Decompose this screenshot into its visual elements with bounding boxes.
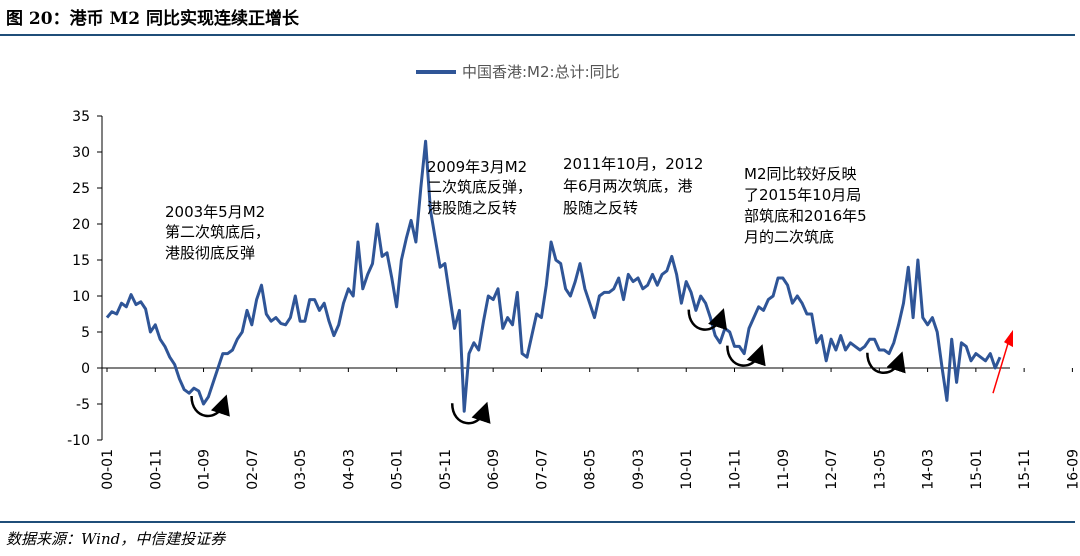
annotations: 2003年5月M2 第二次筑底后， 港股彻底反弹 2009年3月M2 二次筑底反… [165,155,872,262]
top-rule [0,34,1075,36]
x-tick-label: 06-09 [486,449,502,490]
y-tick-label: 5 [81,325,90,341]
series-group [105,139,1002,413]
figure-title: 图 20：港币 M2 同比实现连续正增长 [6,9,300,29]
trough-mark [190,394,230,418]
x-tick-label: 13-05 [872,449,888,490]
x-tick-label: 10-11 [728,449,744,490]
bottom-rule [0,521,1075,523]
x-tick-label: 00-01 [100,449,116,490]
x-tick-label: 00-11 [148,449,164,490]
y-tick-label: -5 [76,397,90,413]
annotation-2015-line2: 了2015年10月局 [744,186,861,204]
trough-marks [190,308,1013,425]
y-tick-label: 25 [72,181,90,197]
legend-label: 中国香港:M2:总计:同比 [462,63,620,81]
x-tick-label: 15-11 [1017,449,1033,490]
annotation-2011: 2011年10月，2012 年6月两次筑底，港 股随之反转 [563,155,708,217]
red-arrow-head [1004,329,1013,348]
y-tick-label: 15 [72,253,90,269]
trough-mark [866,351,906,375]
trough-mark [687,308,728,331]
annotation-2011-line2: 年6月两次筑底，港 [563,177,693,195]
x-tick-label: 05-01 [390,449,406,490]
annotation-2003-line1: 2003年5月M2 [165,203,265,221]
annotation-2015: M2同比较好反映 了2015年10月局 部筑底和2016年5 月的二次筑底 [744,165,872,246]
x-tick-label: 02-07 [245,449,261,490]
trough-mark [450,401,491,425]
x-tick-label: 07-07 [534,449,550,490]
annotation-2009-line2: 二次筑底反弹， [427,178,532,196]
annotation-2003: 2003年5月M2 第二次筑底后， 港股彻底反弹 [165,203,275,262]
y-tick-label: 0 [81,361,90,377]
annotation-2011-line3: 股随之反转 [563,199,638,217]
annotation-2009-line3: 港股随之反转 [427,199,517,217]
x-tick-label: 03-05 [293,449,309,490]
y-tick-label: 35 [72,109,90,125]
trough-mark [726,344,766,367]
x-tick-label: 04-03 [341,449,357,490]
series-line [105,139,1002,413]
annotation-2003-line3: 港股彻底反弹 [165,244,255,262]
x-tick-label: 15-01 [969,449,985,490]
legend: 中国香港:M2:总计:同比 [416,63,620,81]
x-tick-label: 08-05 [583,449,599,490]
x-tick-label: 14-03 [921,449,937,490]
y-tick-label: 20 [72,217,90,233]
x-tick-label: 01-09 [197,449,213,490]
annotation-2009: 2009年3月M2 二次筑底反弹， 港股随之反转 [427,158,537,217]
annotation-2009-line1: 2009年3月M2 [427,158,527,176]
annotation-2015-line1: M2同比较好反映 [744,165,857,183]
y-tick-label: 10 [72,289,90,305]
x-tick-label: 11-09 [776,449,792,490]
x-tick-label: 09-03 [631,449,647,490]
axes: -10 -5 0 5 10 15 20 25 30 35 00-01 00-11 01-09 02-07 0… [67,109,1080,490]
source-note: 数据来源：Wind，中信建投证券 [6,530,226,548]
x-tick-label: 16-09 [1065,449,1080,490]
x-tick-label: 05-11 [438,449,454,490]
y-tick-label: -10 [67,433,90,449]
annotation-2011-line1: 2011年10月，2012 [563,155,703,173]
x-tick-label: 12-07 [824,449,840,490]
x-tick-label: 10-01 [679,449,695,490]
y-tick-label: 30 [72,145,90,161]
annotation-2015-line4: 月的二次筑底 [744,228,834,246]
annotation-2015-line3: 部筑底和2016年5 [744,207,867,225]
annotation-2003-line2: 第二次筑底后， [165,223,270,241]
